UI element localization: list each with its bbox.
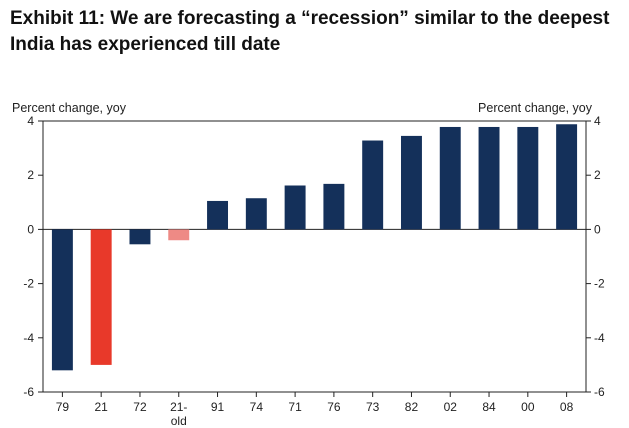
y-tick-label-left: -2 xyxy=(23,277,34,291)
chart-title: Exhibit 11: We are forecasting a “recess… xyxy=(10,6,622,58)
y-tick-label-right: -4 xyxy=(594,331,605,345)
y-tick-label-left: 2 xyxy=(27,168,34,182)
y-axis-label-left: Percent change, yoy xyxy=(12,101,127,115)
bar-71 xyxy=(284,185,306,230)
x-tick-label-84: 84 xyxy=(482,400,496,414)
chart-title-line-1: Exhibit 11: We are forecasting a “recess… xyxy=(10,8,610,29)
y-tick-label-left: -4 xyxy=(23,331,34,345)
x-tick-label-21: 21 xyxy=(94,400,108,414)
bar-91 xyxy=(207,200,229,230)
x-tick-label-00: 00 xyxy=(521,400,535,414)
bar-76 xyxy=(323,183,345,230)
bar-82 xyxy=(400,135,422,230)
x-tick-label-72: 72 xyxy=(133,400,147,414)
x-tick-label-74: 74 xyxy=(250,400,264,414)
y-tick-label-right: 0 xyxy=(594,222,601,236)
bar-84 xyxy=(478,126,500,230)
x-tick-label-73: 73 xyxy=(366,400,380,414)
bar-21-old xyxy=(168,229,190,241)
bar-08 xyxy=(556,124,578,230)
plot-frame xyxy=(42,120,587,393)
bar-72 xyxy=(129,229,151,245)
y-tick-label-right: 4 xyxy=(594,114,601,128)
bar-79 xyxy=(51,229,73,371)
x-tick-label-82: 82 xyxy=(405,400,419,414)
bar-02 xyxy=(439,126,461,230)
x-tick-label-79: 79 xyxy=(56,400,70,414)
x-tick-label-91: 91 xyxy=(211,400,225,414)
bar-00 xyxy=(517,126,539,230)
x-tick-label-76: 76 xyxy=(327,400,341,414)
bar-73 xyxy=(362,140,384,230)
y-tick-label-right: 2 xyxy=(594,168,601,182)
y-axis-label-right: Percent change, yoy xyxy=(478,101,593,115)
y-tick-label-left: 4 xyxy=(27,114,34,128)
x-tick-label-71: 71 xyxy=(288,400,302,414)
x-tick-label-02: 02 xyxy=(444,400,458,414)
x-tick-label-21-old: 21- xyxy=(170,400,187,414)
chart-title-line-2: India has experienced till date xyxy=(10,34,281,55)
bar-21 xyxy=(90,229,112,365)
x-tick-label-21-old: old xyxy=(171,414,187,428)
y-tick-label-left: -6 xyxy=(23,385,34,399)
y-tick-label-right: -2 xyxy=(594,277,605,291)
y-tick-label-right: -6 xyxy=(594,385,605,399)
y-tick-label-left: 0 xyxy=(27,222,34,236)
x-tick-label-08: 08 xyxy=(560,400,574,414)
bar-74 xyxy=(245,198,267,230)
